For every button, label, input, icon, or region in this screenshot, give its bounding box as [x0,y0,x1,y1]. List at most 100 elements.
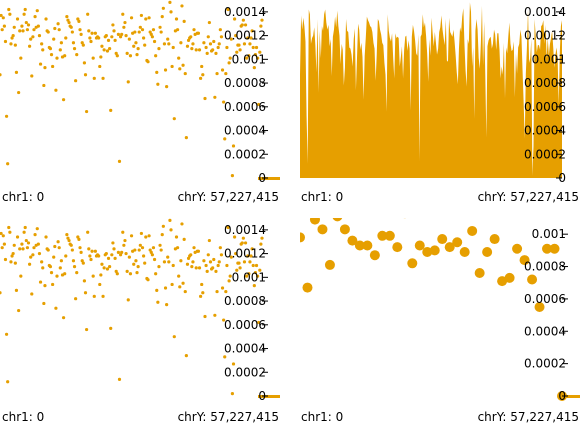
data-point [171,263,175,268]
data-point [228,56,232,60]
data-point [207,238,211,243]
data-point [147,234,151,238]
y-tick-label: 0 [558,389,566,403]
data-point [238,266,242,270]
data-point [392,242,403,253]
data-point [200,64,204,69]
data-point [146,60,150,64]
data-point [22,12,26,16]
data-point [78,246,82,250]
data-point [53,244,57,249]
chart-panel-top-left: 0 0.0002 0.0004 0.0006 0.0008 0.001 0.0012 0.00… [0,0,280,210]
data-point [9,260,13,264]
data-point [90,31,94,35]
data-point [215,289,219,294]
data-point [150,253,154,257]
data-point [82,279,87,283]
data-point [72,47,77,51]
data-point [33,15,37,19]
data-point [31,253,35,257]
data-point [138,243,142,247]
data-point [14,70,19,74]
data-point [155,288,159,292]
data-point [4,114,9,118]
data-point [414,240,425,251]
data-point [252,66,256,70]
data-point [140,246,145,250]
data-point [2,242,6,246]
data-point [128,54,133,58]
data-point [4,332,9,336]
data-point [143,43,147,47]
data-point [23,7,27,12]
chart-panel-bottom-left: 0 0.0002 0.0004 0.0006 0.0008 0.001 0.0012 0.00… [0,218,280,430]
data-point [29,37,33,41]
data-point [156,300,160,304]
data-point [7,7,11,12]
data-point [203,96,207,101]
data-point [56,22,60,26]
data-point [19,274,23,278]
y-tick-label: 0.0006 [224,318,266,332]
data-point [108,47,112,51]
data-point [260,236,264,240]
data-point [15,17,20,21]
data-point [12,25,16,29]
data-point [259,242,263,246]
data-point [118,35,123,39]
data-point [232,235,237,239]
y-tick-label: 0.0012 [224,247,266,261]
data-point [127,255,131,259]
data-point [127,37,131,41]
data-point [0,28,4,32]
data-point [259,24,263,28]
data-point [51,282,55,287]
data-point [190,47,194,51]
data-point [154,272,158,276]
data-point [0,231,3,236]
data-point [489,234,500,245]
data-point [99,273,103,277]
data-point [240,23,244,27]
data-point [133,30,137,34]
data-point [91,56,95,60]
data-point [175,28,180,32]
data-point [184,354,188,358]
data-point [113,256,117,260]
data-point [6,380,10,384]
data-point [101,76,105,80]
data-point [175,246,180,250]
data-point [120,250,124,255]
data-point [79,32,83,37]
data-point [347,235,358,246]
data-point [437,234,448,245]
data-point [172,335,176,339]
data-point [121,230,125,234]
y-tick-label: 0.0004 [524,124,566,138]
data-point [124,34,128,38]
y-tick-label: 0.0012 [224,29,266,43]
data-point [132,262,136,266]
data-point [185,262,190,266]
data-point [32,28,36,32]
data-point [194,266,198,270]
y-tick-label: 0.0008 [524,76,566,90]
data-point [240,241,244,245]
data-point [12,243,16,247]
data-point [102,48,106,52]
data-point [186,38,191,42]
data-point [151,28,156,32]
data-point [223,355,227,359]
data-point [90,249,94,253]
data-point [142,36,146,40]
data-point [70,30,74,34]
data-point [183,289,187,294]
data-point [162,260,167,264]
data-point [0,291,2,295]
data-point [64,254,68,258]
data-point [251,263,255,268]
data-point [21,247,25,251]
data-point [229,37,233,41]
data-point [246,254,250,258]
x-axis-label-end: chrY: 57,227,415 [477,410,579,424]
